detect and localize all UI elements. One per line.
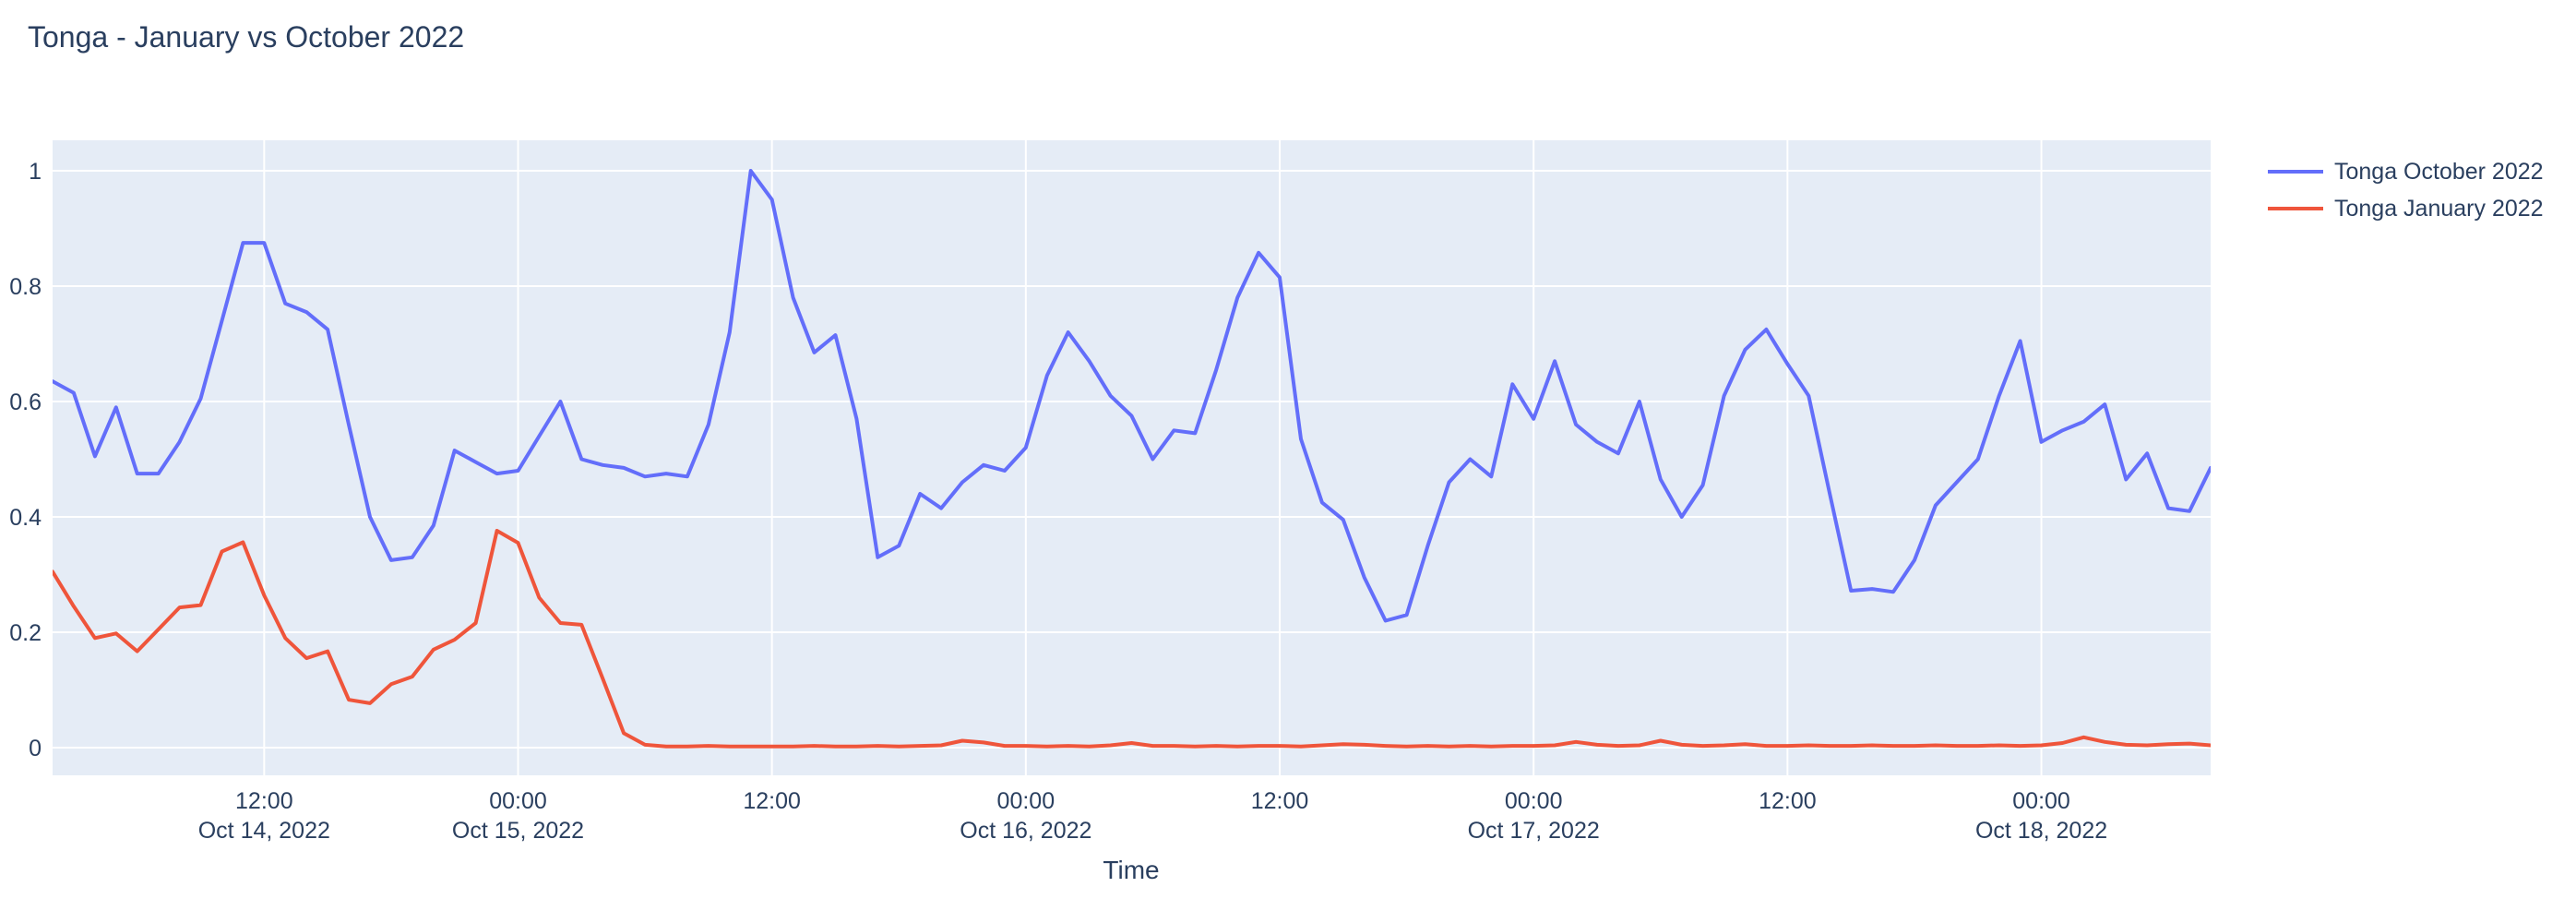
y-tick-label: 1	[29, 159, 42, 185]
x-tick-label-time: 00:00	[2012, 788, 2070, 814]
legend: Tonga October 2022 Tonga January 2022	[2268, 153, 2544, 227]
y-tick-label: 0.6	[9, 390, 42, 415]
x-tick-label-time: 00:00	[1505, 788, 1563, 814]
y-tick-label: 0.4	[9, 505, 42, 531]
x-axis-title: Time	[1103, 856, 1159, 884]
x-tick-label-date: Oct 16, 2022	[960, 818, 1091, 844]
x-tick-label-time: 12:00	[235, 788, 293, 814]
legend-swatch-line	[2268, 207, 2323, 210]
x-tick-label-date: Oct 15, 2022	[452, 818, 584, 844]
x-tick-label-date: Oct 18, 2022	[1975, 818, 2107, 844]
y-tick-label: 0	[29, 736, 42, 761]
x-tick-label-time: 00:00	[997, 788, 1055, 814]
legend-label: Tonga January 2022	[2334, 195, 2544, 222]
x-tick-label-time: 12:00	[1251, 788, 1309, 814]
legend-item-tonga-october-2022[interactable]: Tonga October 2022	[2268, 153, 2544, 190]
y-tick-label: 0.2	[9, 620, 42, 646]
x-tick-label-time: 12:00	[743, 788, 801, 814]
series-line-tonga-january-2022	[53, 529, 2211, 749]
y-tick-label: 0.8	[9, 274, 42, 300]
x-tick-label-time: 12:00	[1759, 788, 1817, 814]
legend-swatch-line	[2268, 170, 2323, 174]
plot-area[interactable]	[53, 140, 2211, 775]
legend-label: Tonga October 2022	[2334, 158, 2544, 185]
chart-title: Tonga - January vs October 2022	[28, 20, 465, 54]
x-tick-label-date: Oct 14, 2022	[198, 818, 330, 844]
series-line-tonga-october-2022	[53, 169, 2211, 623]
x-tick-label-date: Oct 17, 2022	[1468, 818, 1600, 844]
x-tick-label-time: 00:00	[489, 788, 547, 814]
legend-item-tonga-january-2022[interactable]: Tonga January 2022	[2268, 190, 2544, 227]
